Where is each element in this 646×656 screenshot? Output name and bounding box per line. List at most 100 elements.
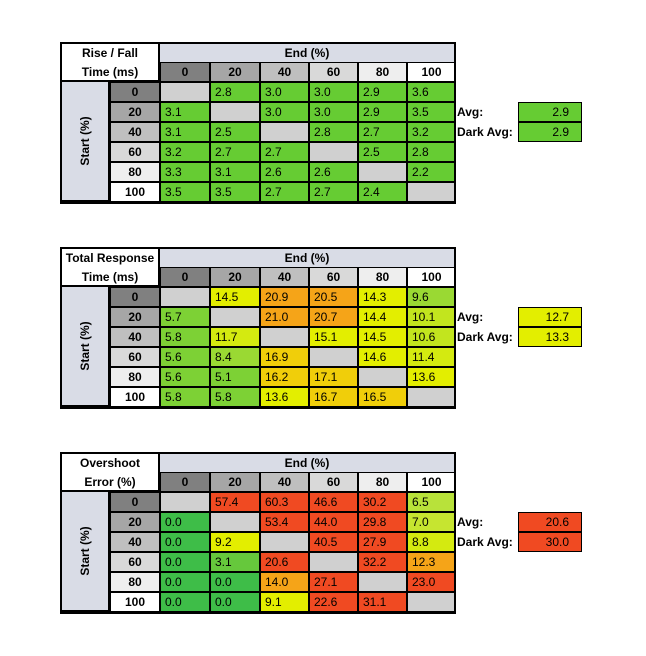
data-cell: 14.5 xyxy=(210,287,260,307)
data-cell: 9.2 xyxy=(210,532,260,552)
diagonal-cell xyxy=(407,387,456,407)
data-cell: 21.0 xyxy=(260,307,309,327)
data-cell: 3.2 xyxy=(407,122,456,142)
start-axis-text: Start (%) xyxy=(78,116,92,166)
data-cell: 2.8 xyxy=(210,82,260,102)
column-header: 40 xyxy=(260,267,309,287)
data-cell: 7.0 xyxy=(407,512,456,532)
data-cell: 60.3 xyxy=(260,492,309,512)
data-cell: 9.6 xyxy=(407,287,456,307)
data-cell: 3.0 xyxy=(260,82,309,102)
avg-value: 20.6 xyxy=(518,512,582,532)
data-cell: 5.7 xyxy=(160,307,210,327)
start-axis-label: Start (%) xyxy=(60,492,110,612)
row-header: 80 xyxy=(110,367,160,387)
table-title-line2: Time (ms) xyxy=(81,270,139,284)
data-cell: 11.7 xyxy=(210,327,260,347)
row-header: 100 xyxy=(110,387,160,407)
end-axis-label: End (%) xyxy=(160,452,456,472)
data-cell: 9.1 xyxy=(260,592,309,612)
data-cell: 5.6 xyxy=(160,367,210,387)
data-cell: 14.5 xyxy=(358,327,407,347)
start-axis-text: Start (%) xyxy=(78,526,92,576)
data-cell: 16.9 xyxy=(260,347,309,367)
data-cell: 3.0 xyxy=(309,82,358,102)
data-cell: 29.8 xyxy=(358,512,407,532)
diagonal-cell xyxy=(358,162,407,182)
column-header: 80 xyxy=(358,267,407,287)
data-cell: 5.6 xyxy=(160,347,210,367)
data-cell: 2.5 xyxy=(210,122,260,142)
column-header: 40 xyxy=(260,472,309,492)
table-title-line1: Rise / Fall xyxy=(81,46,139,60)
data-cell: 0.0 xyxy=(160,552,210,572)
data-cell: 14.3 xyxy=(358,287,407,307)
data-cell: 40.5 xyxy=(309,532,358,552)
column-header: 80 xyxy=(358,62,407,82)
row-header: 80 xyxy=(110,162,160,182)
data-cell: 2.7 xyxy=(260,142,309,162)
data-cell: 2.6 xyxy=(309,162,358,182)
data-cell: 13.6 xyxy=(260,387,309,407)
data-cell: 0.0 xyxy=(160,532,210,552)
column-header: 60 xyxy=(309,472,358,492)
diagonal-cell xyxy=(260,327,309,347)
data-cell: 3.1 xyxy=(160,102,210,122)
data-cell: 0.0 xyxy=(160,592,210,612)
diagonal-cell xyxy=(358,572,407,592)
data-cell: 2.4 xyxy=(358,182,407,202)
data-cell: 3.2 xyxy=(160,142,210,162)
row-header: 40 xyxy=(110,327,160,347)
data-cell: 5.8 xyxy=(160,327,210,347)
avg-value: 2.9 xyxy=(518,102,582,122)
data-cell: 2.9 xyxy=(358,82,407,102)
avg-value: 12.7 xyxy=(518,307,582,327)
data-cell: 27.1 xyxy=(309,572,358,592)
row-header: 20 xyxy=(110,307,160,327)
start-axis-label: Start (%) xyxy=(60,82,110,202)
data-cell: 8.4 xyxy=(210,347,260,367)
data-cell: 3.1 xyxy=(160,122,210,142)
data-cell: 31.1 xyxy=(358,592,407,612)
row-header: 0 xyxy=(110,492,160,512)
avg-label: Avg: xyxy=(457,105,484,119)
data-cell: 2.6 xyxy=(260,162,309,182)
data-cell: 20.6 xyxy=(260,552,309,572)
table-title: Overshoot Error (%) xyxy=(60,452,160,492)
data-cell: 0.0 xyxy=(160,572,210,592)
start-axis-label: Start (%) xyxy=(60,287,110,407)
table-title-line1: Total Response xyxy=(65,251,155,265)
data-cell: 5.1 xyxy=(210,367,260,387)
data-cell: 3.5 xyxy=(210,182,260,202)
data-cell: 20.5 xyxy=(309,287,358,307)
data-cell: 23.0 xyxy=(407,572,456,592)
column-header: 60 xyxy=(309,62,358,82)
column-header: 20 xyxy=(210,62,260,82)
data-cell: 14.0 xyxy=(260,572,309,592)
data-cell: 15.1 xyxy=(309,327,358,347)
row-header: 100 xyxy=(110,182,160,202)
data-cell: 2.8 xyxy=(309,122,358,142)
dark-avg-value: 2.9 xyxy=(518,122,582,142)
data-cell: 3.0 xyxy=(260,102,309,122)
data-cell: 16.7 xyxy=(309,387,358,407)
data-cell: 10.6 xyxy=(407,327,456,347)
table-title: Rise / Fall Time (ms) xyxy=(60,42,160,82)
avg-label: Avg: xyxy=(457,515,484,529)
table-title-line1: Overshoot xyxy=(79,456,140,470)
data-cell: 0.0 xyxy=(160,512,210,532)
column-header: 0 xyxy=(160,472,210,492)
column-header: 20 xyxy=(210,267,260,287)
table-title: Total Response Time (ms) xyxy=(60,247,160,287)
row-header: 60 xyxy=(110,347,160,367)
data-cell: 46.6 xyxy=(309,492,358,512)
column-header: 60 xyxy=(309,267,358,287)
data-cell: 16.2 xyxy=(260,367,309,387)
diagonal-cell xyxy=(210,512,260,532)
row-header: 20 xyxy=(110,102,160,122)
data-cell: 3.6 xyxy=(407,82,456,102)
data-cell: 20.7 xyxy=(309,307,358,327)
diagonal-cell xyxy=(210,102,260,122)
column-header: 100 xyxy=(407,472,456,492)
data-cell: 2.7 xyxy=(210,142,260,162)
